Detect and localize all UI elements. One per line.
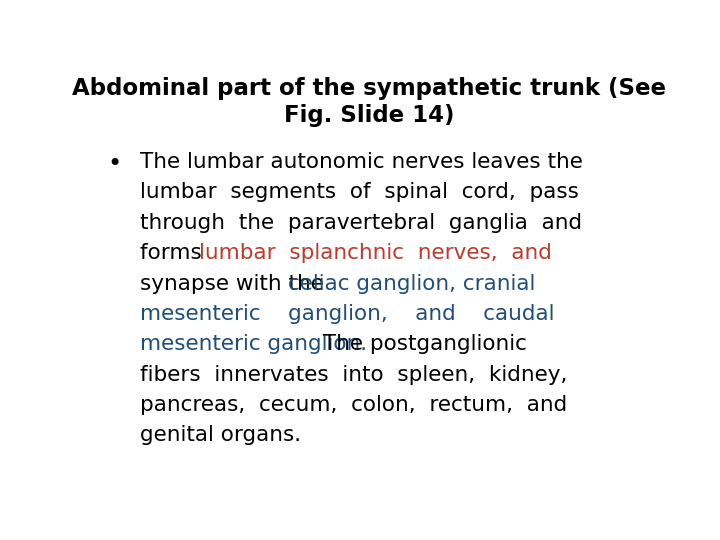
- Text: •: •: [108, 152, 122, 176]
- Text: fibers  innervates  into  spleen,  kidney,: fibers innervates into spleen, kidney,: [140, 364, 567, 384]
- Text: synapse with the: synapse with the: [140, 274, 331, 294]
- Text: lumbar  segments  of  spinal  cord,  pass: lumbar segments of spinal cord, pass: [140, 183, 579, 202]
- Text: celiac ganglion, cranial: celiac ganglion, cranial: [288, 274, 536, 294]
- Text: Abdominal part of the sympathetic trunk (See
Fig. Slide 14): Abdominal part of the sympathetic trunk …: [72, 77, 666, 127]
- Text: lumbar  splanchnic  nerves,  and: lumbar splanchnic nerves, and: [199, 243, 552, 263]
- Text: genital organs.: genital organs.: [140, 426, 302, 446]
- Text: through  the  paravertebral  ganglia  and: through the paravertebral ganglia and: [140, 213, 582, 233]
- Text: mesenteric    ganglion,    and    caudal: mesenteric ganglion, and caudal: [140, 304, 554, 324]
- Text: The lumbar autonomic nerves leaves the: The lumbar autonomic nerves leaves the: [140, 152, 583, 172]
- Text: pancreas,  cecum,  colon,  rectum,  and: pancreas, cecum, colon, rectum, and: [140, 395, 567, 415]
- Text: The postganglionic: The postganglionic: [316, 334, 527, 354]
- Text: mesenteric ganglion.: mesenteric ganglion.: [140, 334, 367, 354]
- Text: forms: forms: [140, 243, 216, 263]
